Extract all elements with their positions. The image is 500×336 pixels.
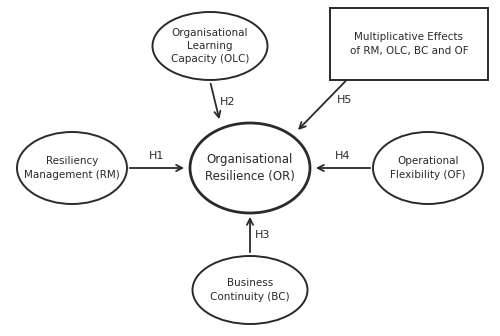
Ellipse shape [17,132,127,204]
Text: Operational
Flexibility (OF): Operational Flexibility (OF) [390,156,466,180]
FancyBboxPatch shape [330,8,488,80]
Text: H4: H4 [335,151,351,161]
Ellipse shape [152,12,268,80]
Text: Organisational
Resilience (OR): Organisational Resilience (OR) [205,153,295,183]
Text: H5: H5 [338,95,352,105]
Text: Business
Continuity (BC): Business Continuity (BC) [210,279,290,302]
Text: H1: H1 [150,151,164,161]
Text: H3: H3 [256,230,270,240]
Text: Multiplicative Effects
of RM, OLC, BC and OF: Multiplicative Effects of RM, OLC, BC an… [350,32,469,55]
Ellipse shape [190,123,310,213]
Ellipse shape [192,256,308,324]
Ellipse shape [373,132,483,204]
Text: H2: H2 [220,97,236,107]
Text: Resiliency
Management (RM): Resiliency Management (RM) [24,156,120,180]
Text: Organisational
Learning
Capacity (OLC): Organisational Learning Capacity (OLC) [171,28,249,64]
